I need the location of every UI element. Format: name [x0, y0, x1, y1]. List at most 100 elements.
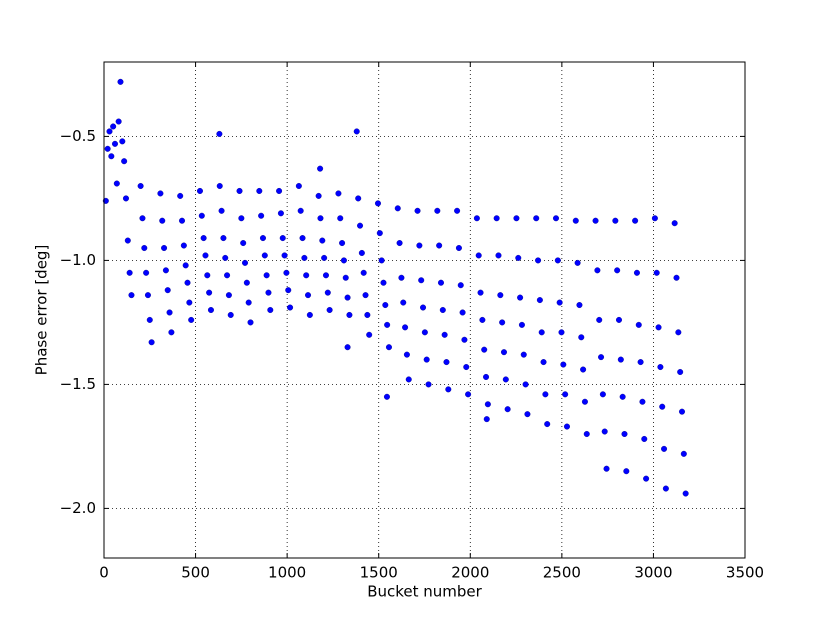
point [164, 287, 171, 294]
point [459, 309, 466, 316]
point [500, 349, 507, 356]
point [612, 217, 619, 224]
point [378, 257, 385, 264]
point [483, 416, 490, 423]
point [457, 282, 464, 289]
point [344, 294, 351, 301]
point [563, 423, 570, 430]
point [680, 450, 687, 457]
point [305, 292, 312, 299]
point [556, 299, 563, 306]
point [382, 302, 389, 309]
point [580, 366, 587, 373]
points [102, 78, 689, 497]
point [121, 158, 128, 165]
point [128, 292, 135, 299]
point [115, 118, 122, 125]
point [396, 240, 403, 247]
point [632, 217, 639, 224]
point [324, 289, 331, 296]
point [263, 272, 270, 279]
point [225, 292, 232, 299]
point [240, 240, 247, 247]
point [515, 254, 522, 261]
point [184, 279, 191, 286]
point [218, 207, 225, 214]
point [200, 235, 207, 242]
point [425, 381, 432, 388]
point [639, 398, 646, 405]
point [206, 289, 213, 296]
point [651, 215, 658, 222]
point [655, 324, 662, 331]
point [202, 252, 209, 259]
point [258, 212, 265, 219]
point [599, 391, 606, 398]
point [243, 279, 250, 286]
point [643, 475, 650, 482]
point [198, 212, 205, 219]
point [493, 215, 500, 222]
point [340, 257, 347, 264]
point [283, 269, 290, 276]
point [436, 242, 443, 249]
point [538, 329, 545, 336]
point [495, 252, 502, 259]
point [385, 344, 392, 351]
point [641, 435, 648, 442]
point [245, 299, 252, 306]
point [317, 165, 324, 172]
point [277, 210, 284, 217]
point [299, 235, 306, 242]
point [583, 431, 590, 438]
point [317, 215, 324, 222]
point [287, 304, 294, 311]
point [301, 254, 308, 261]
point [144, 292, 151, 299]
point [483, 373, 490, 380]
point [633, 269, 640, 276]
point [342, 274, 349, 281]
point [578, 334, 585, 341]
point [484, 401, 491, 408]
x-tick-label: 3000 [634, 564, 672, 582]
point [581, 398, 588, 405]
point [177, 192, 184, 199]
point [572, 217, 579, 224]
point [220, 235, 227, 242]
point [662, 485, 669, 492]
point [335, 190, 342, 197]
point [321, 254, 328, 261]
point [119, 138, 126, 145]
point [657, 364, 664, 371]
point [533, 215, 540, 222]
point [560, 361, 567, 368]
point [353, 128, 360, 135]
point [238, 215, 245, 222]
point [157, 190, 164, 197]
point [437, 279, 444, 286]
point [126, 269, 133, 276]
point [621, 431, 628, 438]
point [465, 391, 472, 398]
point [552, 215, 559, 222]
point [384, 321, 391, 328]
point [207, 307, 214, 314]
point [279, 235, 286, 242]
y-tick-label: −1.5 [60, 375, 96, 393]
point [615, 316, 622, 323]
point [540, 359, 547, 366]
point [524, 411, 531, 418]
point [596, 316, 603, 323]
point [383, 393, 390, 400]
point [421, 329, 428, 336]
point [146, 316, 153, 323]
point [117, 78, 124, 85]
point [224, 272, 231, 279]
point [113, 180, 120, 187]
point [673, 274, 680, 281]
point [297, 207, 304, 214]
point [360, 269, 367, 276]
point [362, 292, 369, 299]
